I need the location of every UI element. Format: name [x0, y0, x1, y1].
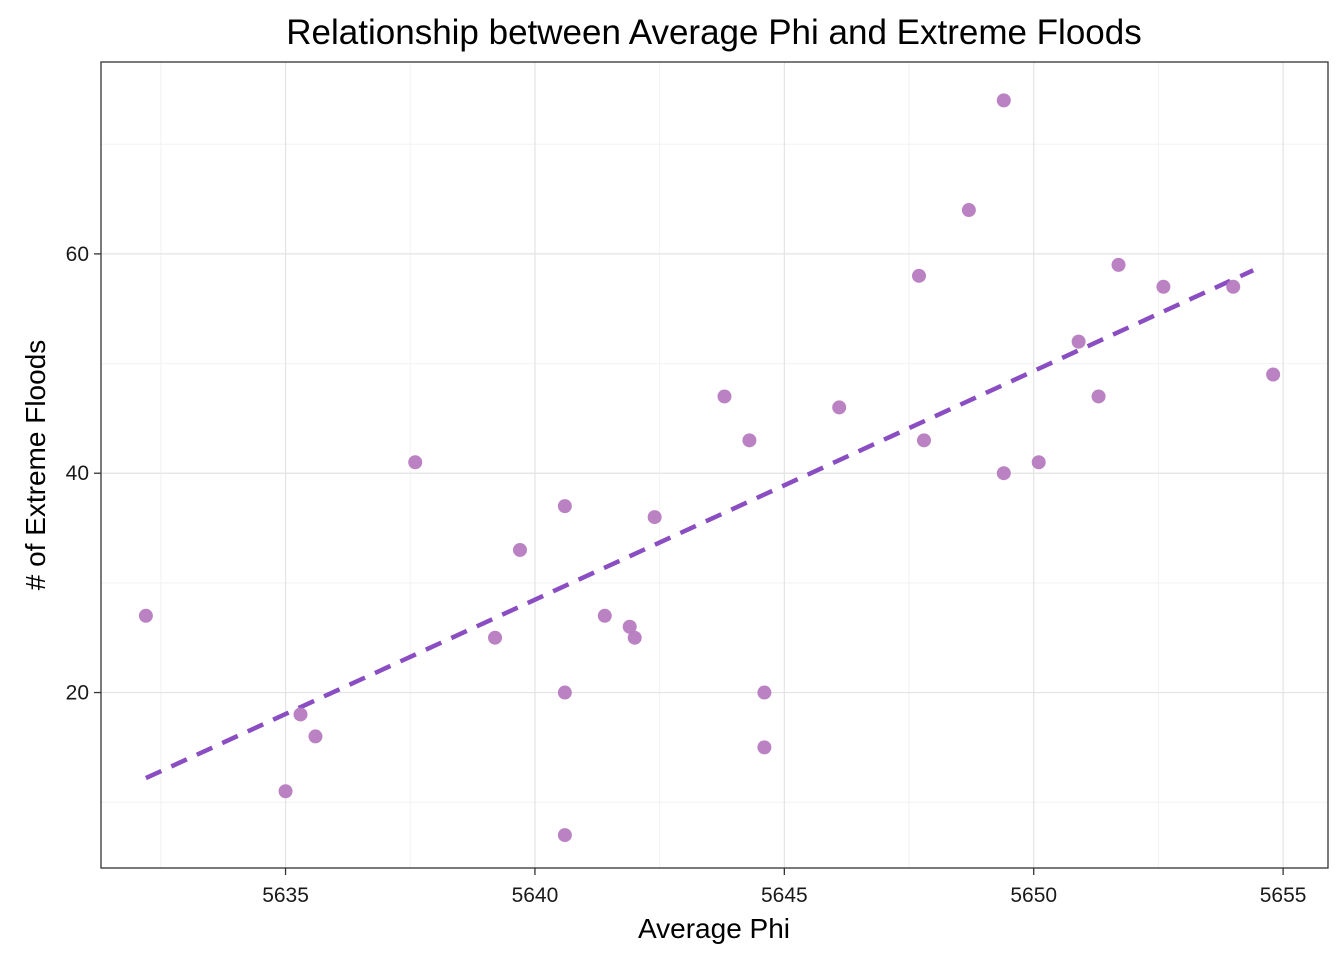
- data-point: [557, 685, 572, 700]
- x-tick-label: 5655: [1260, 884, 1307, 907]
- data-point: [1071, 334, 1086, 349]
- data-point: [647, 510, 662, 525]
- data-point: [996, 93, 1011, 108]
- data-point: [1156, 279, 1171, 294]
- data-point: [742, 433, 757, 448]
- y-axis: 20 40 60: [66, 243, 101, 705]
- x-tick-label: 5650: [1010, 884, 1057, 907]
- y-tick-label: 40: [66, 462, 89, 485]
- data-point: [912, 268, 926, 283]
- data-point: [757, 740, 772, 755]
- plot-panel: [101, 62, 1328, 868]
- data-point: [1031, 455, 1046, 470]
- data-point: [557, 828, 572, 843]
- data-point: [1091, 389, 1106, 404]
- data-point: [597, 608, 612, 623]
- major-gridlines: [101, 62, 1328, 868]
- data-point: [832, 400, 847, 415]
- data-point: [1226, 279, 1241, 294]
- plot-border: [100, 61, 1329, 869]
- data-points: [138, 93, 1281, 843]
- trend-line: [144, 268, 1255, 781]
- x-axis: 5635 5640 5645 5650 5655: [262, 868, 1306, 907]
- x-tick-label: 5635: [262, 884, 309, 907]
- data-point: [1266, 367, 1281, 382]
- y-axis-title: # of Extreme Floods: [20, 340, 51, 591]
- data-point: [717, 389, 732, 404]
- data-point: [622, 619, 637, 634]
- data-point: [293, 707, 308, 722]
- data-point: [512, 542, 527, 557]
- x-tick-label: 5640: [512, 884, 559, 907]
- x-axis-title: Average Phi: [638, 913, 790, 944]
- data-point: [916, 433, 931, 448]
- data-point: [557, 499, 572, 514]
- data-point: [408, 455, 423, 470]
- data-point: [961, 203, 976, 218]
- data-point: [757, 685, 772, 700]
- data-point: [627, 630, 642, 645]
- data-point: [1111, 257, 1126, 272]
- y-tick-label: 20: [66, 682, 89, 705]
- x-tick-label: 5645: [761, 884, 808, 907]
- chart-title: Relationship between Average Phi and Ext…: [286, 13, 1141, 52]
- trend-layer: [144, 268, 1255, 781]
- data-point: [488, 630, 503, 645]
- data-point: [996, 466, 1011, 481]
- minor-gridlines: [101, 62, 1328, 868]
- y-tick-label: 60: [66, 243, 89, 266]
- data-point: [138, 608, 153, 623]
- data-point: [278, 784, 293, 799]
- data-point: [308, 729, 323, 744]
